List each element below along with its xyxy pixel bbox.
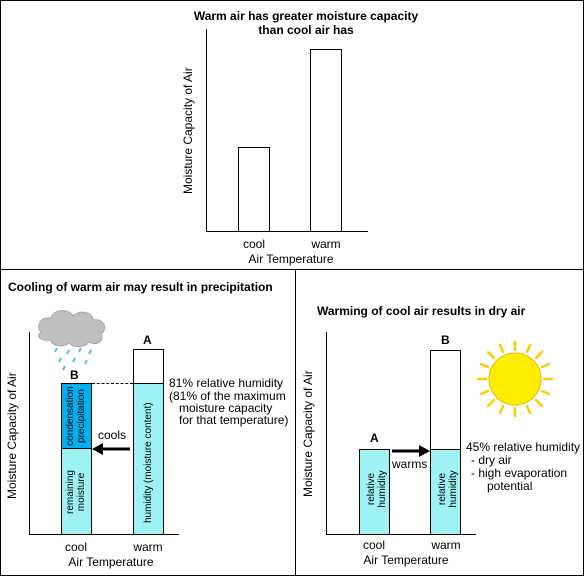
left-rh-line3: moisture capacity	[179, 401, 273, 415]
right-title: Warming of cool air results in dry air	[317, 304, 526, 318]
right-arrow-icon	[392, 445, 430, 457]
left-bar-b-top-text: condensation precipitation	[65, 386, 87, 446]
top-cat-warm: warm	[311, 237, 341, 251]
right-bar-a	[359, 449, 390, 535]
left-bar-b-condensation	[61, 383, 92, 449]
right-label-a: A	[370, 431, 379, 445]
left-title: Cooling of warm air may result in precip…	[8, 280, 273, 294]
left-bar-b-bottom-text: remaining moisture	[65, 470, 87, 514]
left-rh-line4: for that temperature)	[179, 413, 289, 427]
sun-icon	[476, 340, 554, 418]
top-bar-cool	[238, 147, 270, 232]
left-rh-line1: 81% relative humidity	[169, 376, 284, 390]
right-bar-b-text: relative humidity	[437, 470, 459, 508]
top-title-line1: Warm air has greater moisture capacity	[193, 9, 419, 23]
right-panel: Warming of cool air results in dry air M…	[295, 269, 584, 576]
left-y-axis-label: Moisture Capacity of Air	[5, 372, 19, 499]
right-rh-line2: - dry air	[471, 453, 512, 467]
left-label-a: A	[143, 333, 152, 347]
right-label-b: B	[441, 333, 450, 347]
left-cools-label: cools	[98, 428, 127, 442]
left-label-b: B	[70, 368, 79, 382]
right-rh-line1: 45% relative humidity	[466, 440, 581, 454]
left-panel: Cooling of warm air may result in precip…	[0, 269, 296, 576]
left-dashed-line	[92, 383, 133, 384]
left-arrow-icon	[92, 443, 130, 455]
right-x-axis-label: Air Temperature	[363, 553, 449, 567]
top-y-axis	[206, 29, 207, 232]
right-rh-line4: potential	[487, 479, 533, 493]
right-y-axis	[326, 332, 327, 535]
right-cat-warm: warm	[431, 538, 461, 552]
top-bar-warm	[310, 49, 342, 232]
right-warms-label: warms	[392, 457, 428, 471]
left-bar-b-remaining	[61, 448, 92, 535]
right-y-axis-label: Moisture Capacity of Air	[301, 370, 315, 497]
right-x-axis	[326, 534, 476, 535]
left-bar-a-humidity	[133, 383, 164, 535]
left-cat-warm: warm	[133, 540, 163, 554]
left-rh-line2: (81% of the maximum	[169, 389, 286, 403]
right-cat-cool: cool	[362, 538, 385, 552]
left-y-axis	[29, 332, 30, 535]
right-bar-b-humidity	[430, 449, 461, 535]
left-bar-a-text: humidity (moisture content)	[143, 402, 154, 523]
top-x-axis-label: Air Temperature	[248, 252, 334, 266]
rain-cloud-icon	[38, 310, 106, 371]
left-cat-cool: cool	[64, 540, 87, 554]
right-bar-a-text: relative humidity	[366, 470, 388, 508]
top-cat-cool: cool	[242, 237, 265, 251]
top-panel: Warm air has greater moisture capacity t…	[0, 0, 584, 270]
top-title-line2: than cool air has	[258, 23, 354, 37]
top-x-axis	[206, 231, 368, 232]
left-x-axis	[29, 534, 179, 535]
right-rh-line3: - high evaporation	[471, 466, 568, 480]
left-x-axis-label: Air Temperature	[68, 555, 154, 569]
top-y-axis-label: Moisture Capacity of Air	[181, 67, 195, 194]
